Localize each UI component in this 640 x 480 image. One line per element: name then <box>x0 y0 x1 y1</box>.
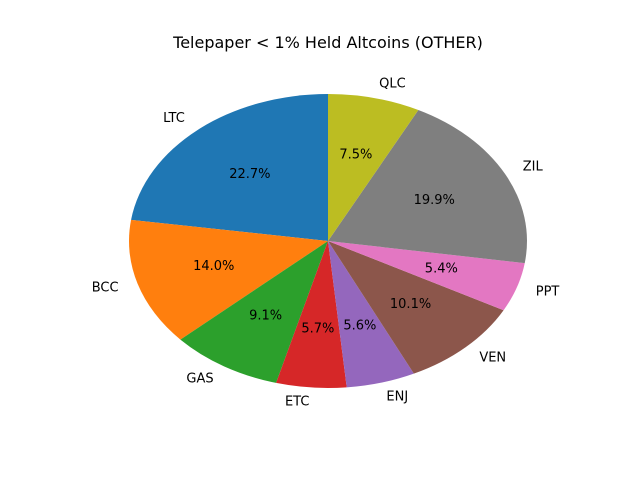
pie-slice-enj <box>328 241 414 388</box>
pie-slice-qlc <box>328 94 419 241</box>
slice-pct-label-gas: 9.1% <box>249 309 282 324</box>
slice-label-gas: GAS <box>186 371 213 386</box>
pie-slice-ven <box>328 241 504 374</box>
slice-pct-label-ltc: 22.7% <box>229 167 270 182</box>
pie-labels: LTC 22.7% BCC 14.0% GAS 9.1% ETC 5.7% ENJ 5.6% VEN… <box>92 76 560 409</box>
pie-slice-gas <box>180 241 328 383</box>
pie-slices <box>128 94 527 389</box>
pie-slice-ppt <box>328 241 525 311</box>
slice-pct-label-enj: 5.6% <box>343 319 376 334</box>
pie-slice-bcc <box>128 219 328 340</box>
slice-label-etc: ETC <box>285 395 309 410</box>
slice-pct-label-zil: 19.9% <box>414 193 455 208</box>
slice-pct-label-qlc: 7.5% <box>339 148 372 163</box>
slice-label-enj: ENJ <box>386 389 408 404</box>
slice-label-ltc: LTC <box>163 111 185 126</box>
chart-title: Telepaper < 1% Held Altcoins (OTHER) <box>173 33 483 52</box>
slice-pct-label-ven: 10.1% <box>390 297 431 312</box>
slice-label-zil: ZIL <box>523 160 544 175</box>
slice-pct-label-ppt: 5.4% <box>425 261 458 276</box>
slice-label-qlc: QLC <box>379 76 406 91</box>
pie-slice-etc <box>276 241 347 389</box>
slice-label-ven: VEN <box>479 350 506 365</box>
slice-label-ppt: PPT <box>536 284 560 299</box>
pie-slice-zil <box>328 110 527 264</box>
pie-slice-ltc <box>131 94 328 241</box>
slice-pct-label-etc: 5.7% <box>301 321 334 336</box>
slice-pct-label-bcc: 14.0% <box>193 259 234 274</box>
slice-label-bcc: BCC <box>92 281 119 296</box>
